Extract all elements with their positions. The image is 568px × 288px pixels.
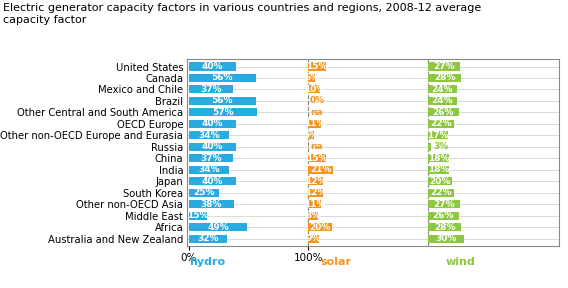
Text: 24%: 24% <box>432 96 453 105</box>
Text: Electric generator capacity factors in various countries and regions, 2008-12 av: Electric generator capacity factors in v… <box>3 3 481 25</box>
Text: 56%: 56% <box>211 73 233 82</box>
Bar <box>189 177 236 185</box>
Text: 34%: 34% <box>198 131 220 140</box>
Bar <box>428 223 461 231</box>
Text: 20%: 20% <box>310 223 331 232</box>
Text: 18%: 18% <box>428 154 449 163</box>
Text: 10%: 10% <box>303 85 325 94</box>
Text: 30%: 30% <box>435 234 457 243</box>
Bar <box>428 154 449 162</box>
Text: 17%: 17% <box>427 131 449 140</box>
Text: 37%: 37% <box>200 85 222 94</box>
Text: 32%: 32% <box>197 234 219 243</box>
Text: na: na <box>310 142 323 151</box>
Bar <box>428 97 457 105</box>
Text: hydro: hydro <box>189 257 225 267</box>
Bar <box>308 235 319 243</box>
Text: 40%: 40% <box>202 62 223 71</box>
Text: 28%: 28% <box>434 73 456 82</box>
Text: 12%: 12% <box>304 188 326 197</box>
Text: 49%: 49% <box>207 223 229 232</box>
Bar <box>189 189 219 197</box>
Text: 22%: 22% <box>431 120 452 128</box>
Bar <box>189 223 247 231</box>
Text: 28%: 28% <box>434 223 456 232</box>
Bar <box>428 212 459 220</box>
Text: 38%: 38% <box>201 200 222 209</box>
Bar <box>189 235 227 243</box>
Text: 22%: 22% <box>431 188 452 197</box>
Bar <box>428 235 464 243</box>
Text: 34%: 34% <box>198 165 220 174</box>
Bar <box>189 154 233 162</box>
Text: 18%: 18% <box>428 165 449 174</box>
Text: 26%: 26% <box>433 108 454 117</box>
Bar <box>428 200 460 208</box>
Bar <box>308 86 320 94</box>
Text: 9%: 9% <box>306 234 321 243</box>
Text: 11%: 11% <box>304 120 325 128</box>
Bar <box>308 62 326 71</box>
Bar <box>428 86 457 94</box>
Text: 40%: 40% <box>202 120 223 128</box>
Bar <box>428 62 460 71</box>
Bar <box>428 131 448 139</box>
Bar <box>308 154 326 162</box>
Text: 40%: 40% <box>202 177 223 186</box>
Bar <box>308 189 323 197</box>
Text: 27%: 27% <box>433 200 455 209</box>
Text: 27%: 27% <box>433 62 455 71</box>
Bar <box>428 166 449 174</box>
Text: 0%: 0% <box>310 96 325 105</box>
Bar <box>189 166 229 174</box>
Bar <box>428 108 459 116</box>
Text: 5%: 5% <box>304 131 319 140</box>
Text: 21%: 21% <box>310 165 332 174</box>
Text: 26%: 26% <box>433 211 454 220</box>
Text: 15%: 15% <box>307 62 328 71</box>
Text: 57%: 57% <box>212 108 233 117</box>
Bar <box>308 212 318 220</box>
Bar <box>189 97 256 105</box>
Bar <box>189 120 236 128</box>
Text: 40%: 40% <box>202 142 223 151</box>
Text: 8%: 8% <box>306 211 321 220</box>
Text: 25%: 25% <box>193 188 214 197</box>
Bar <box>189 62 236 71</box>
Bar <box>189 86 233 94</box>
Text: 24%: 24% <box>432 85 453 94</box>
Bar <box>428 74 461 82</box>
Text: solar: solar <box>320 257 351 267</box>
Bar <box>428 177 452 185</box>
Text: 3%: 3% <box>433 142 449 151</box>
Text: 56%: 56% <box>211 96 233 105</box>
Bar <box>308 223 332 231</box>
Text: 20%: 20% <box>429 177 450 186</box>
Text: 37%: 37% <box>200 154 222 163</box>
Bar <box>308 74 315 82</box>
Text: wind: wind <box>446 257 475 267</box>
Text: 12%: 12% <box>304 177 326 186</box>
Bar <box>189 74 256 82</box>
Text: 11%: 11% <box>304 200 325 209</box>
Bar <box>189 108 257 116</box>
Text: 15%: 15% <box>307 154 328 163</box>
Bar <box>308 166 333 174</box>
Text: 15%: 15% <box>187 211 208 220</box>
Bar <box>189 131 229 139</box>
Bar <box>189 200 234 208</box>
Bar <box>308 200 321 208</box>
Bar <box>308 177 323 185</box>
Bar <box>428 143 432 151</box>
Bar <box>428 189 454 197</box>
Text: 6%: 6% <box>304 73 319 82</box>
Bar <box>189 212 207 220</box>
Text: na: na <box>310 108 323 117</box>
Bar <box>308 131 314 139</box>
Bar <box>308 120 321 128</box>
Bar <box>189 143 236 151</box>
Bar <box>428 120 454 128</box>
